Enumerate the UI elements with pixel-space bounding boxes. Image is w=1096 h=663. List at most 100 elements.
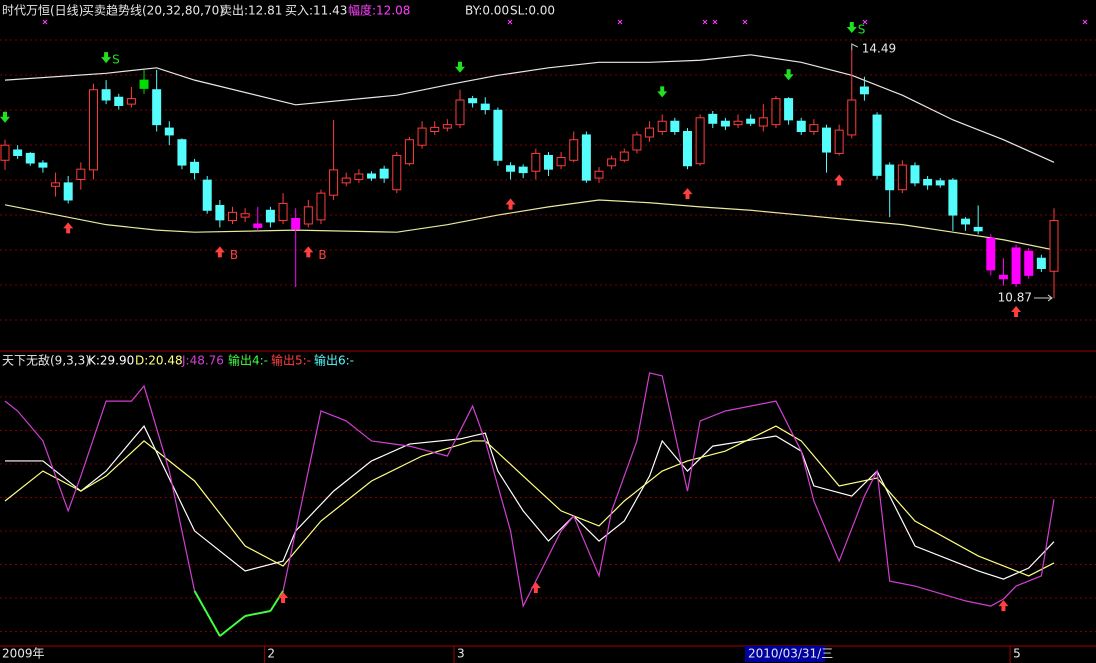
candle-body (872, 114, 882, 176)
kdj-title: 天下无敌(9,3,3) (2, 353, 90, 368)
candle-body (329, 169, 339, 196)
candle-body (708, 113, 718, 124)
candle-body (720, 120, 730, 127)
min-pointer (1034, 294, 1053, 302)
candle-body (379, 168, 389, 179)
candle-body (695, 117, 705, 165)
candle-body (0, 144, 10, 161)
header-stat: 输出4:- (228, 353, 268, 368)
buy-arrow (214, 246, 225, 258)
candle-body (25, 152, 35, 164)
candle-body (796, 120, 806, 133)
candle-body (746, 118, 756, 124)
candle-body (758, 117, 768, 127)
header-stat: 幅度:12.08 (348, 3, 410, 18)
buy-arrow (303, 246, 314, 258)
candle-body (733, 120, 743, 126)
max-label: 14.49 (862, 42, 896, 56)
candle-body (417, 127, 427, 146)
candle-body (303, 206, 313, 225)
sell-arrow (846, 22, 857, 33)
candle-body (316, 192, 326, 221)
candle-body (834, 129, 844, 154)
candle-body (190, 161, 200, 174)
candle-body (948, 179, 958, 216)
candle-body (809, 124, 819, 133)
sell-label: S (858, 23, 866, 37)
x-tick-label: 3 (457, 647, 465, 661)
low-segment (193, 590, 221, 637)
marker (862, 19, 868, 25)
candle-body (240, 213, 250, 218)
cursor-box (745, 646, 825, 662)
max-pointer (851, 43, 859, 50)
candle-body (177, 139, 187, 166)
sell-arrow (101, 52, 112, 64)
candle-body (1036, 257, 1046, 269)
candle-body (859, 86, 869, 95)
candle-body (164, 127, 174, 136)
header-stat: 买入:11.43 (285, 4, 347, 18)
candle-body (278, 202, 288, 222)
candle-body (76, 168, 86, 180)
buy-arrow (682, 188, 693, 200)
candle-body (581, 134, 591, 181)
buy-arrow (998, 600, 1009, 612)
candle-body (227, 211, 237, 222)
candle-body (645, 127, 655, 138)
candle-body (404, 139, 414, 165)
x-tick-label: 5 (1013, 647, 1021, 661)
candle-body (531, 152, 541, 172)
low-segment (244, 610, 271, 617)
legend-entry: D:20.48 (135, 354, 183, 368)
legend-entry: K:29.90 (88, 354, 134, 368)
candle-body (556, 157, 566, 167)
buy-arrow (63, 222, 74, 234)
candle-body (569, 139, 579, 161)
buy-label: B (318, 248, 326, 262)
band-line (4, 199, 1055, 251)
sell-arrow (657, 86, 668, 98)
candle-body (480, 103, 490, 111)
x-tick-label: 2009年 (2, 647, 45, 661)
marker (617, 19, 623, 25)
legend-entry: J:48.76 (181, 354, 224, 368)
candle-body (442, 124, 452, 129)
candle-body (88, 89, 98, 171)
cursor-label: 2010/03/31/三 (748, 647, 833, 661)
marker (712, 19, 718, 25)
low-segment (219, 615, 246, 637)
buy-label: B (230, 248, 238, 262)
candle-body (367, 173, 377, 179)
candle-body (897, 164, 907, 191)
candle-body (139, 79, 149, 89)
marker (1082, 19, 1088, 25)
candle-body (518, 166, 528, 174)
x-tick-label: 2 (267, 647, 275, 661)
header-stat: 输出5:- (271, 353, 311, 368)
candle-body (291, 217, 301, 230)
candle-body (771, 98, 781, 126)
sell-arrow (783, 69, 794, 81)
candle-body (506, 165, 516, 172)
candle-body (430, 126, 440, 133)
candle-body (215, 204, 225, 221)
candle-body (13, 149, 23, 156)
header-stat: SL:0.00 (510, 4, 555, 18)
header-stat: BY:0.00 (465, 4, 509, 18)
candle-body (682, 131, 692, 167)
candle-body (126, 98, 136, 105)
marker (742, 19, 748, 25)
candle-body (468, 98, 478, 104)
candle-body (910, 165, 920, 184)
sell-label: S (112, 53, 120, 67)
candle-body (822, 127, 832, 153)
buy-arrow (278, 592, 289, 603)
buy-arrow (1011, 305, 1022, 317)
series-line (4, 425, 1055, 577)
candle-body (253, 223, 263, 228)
series-line (5, 424, 1055, 580)
band-line (4, 54, 1055, 163)
buy-arrow (834, 174, 845, 186)
